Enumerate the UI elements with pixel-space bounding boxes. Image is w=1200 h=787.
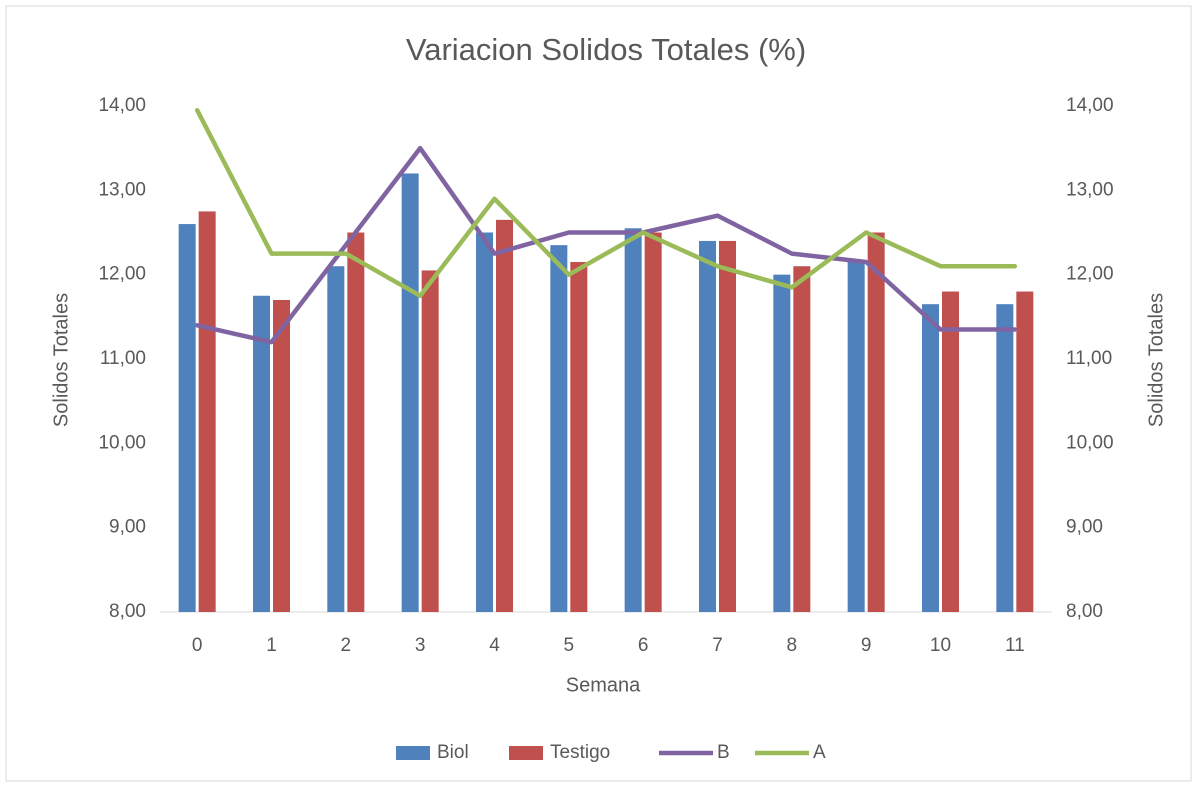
- chart-title: Variacion Solidos Totales (%): [406, 32, 806, 67]
- bar: [476, 232, 493, 612]
- x-tick-label: 6: [638, 635, 649, 656]
- bar: [401, 173, 419, 612]
- bar: [550, 245, 568, 612]
- bar: [942, 291, 959, 612]
- y2-tick-label: 11,00: [1066, 348, 1112, 369]
- bar: [253, 295, 270, 612]
- bar: [773, 274, 791, 612]
- x-tick-label: 4: [489, 635, 500, 656]
- legend-swatch: [509, 746, 543, 760]
- bar: [496, 219, 513, 612]
- y-tick-label: 9,00: [109, 517, 146, 538]
- y-tick-label: 11,00: [100, 348, 146, 369]
- legend-label: Testigo: [550, 742, 610, 763]
- bar: [793, 266, 811, 612]
- y-tick-label: 12,00: [98, 264, 146, 285]
- bar: [327, 266, 345, 612]
- bar: [178, 224, 196, 613]
- y-tick-label: 14,00: [98, 95, 146, 116]
- y2-tick-label: 13,00: [1066, 179, 1114, 200]
- y2-tick-label: 8,00: [1066, 601, 1103, 622]
- bar: [996, 304, 1014, 612]
- y2-axis-title: Solidos Totales: [1145, 293, 1167, 427]
- x-tick-label: 1: [266, 635, 277, 656]
- bar: [273, 299, 290, 612]
- x-tick-label: 0: [192, 635, 203, 656]
- bar: [1016, 291, 1034, 612]
- y2-tick-label: 14,00: [1066, 95, 1114, 116]
- line-series: [194, 145, 1018, 345]
- x-tick-label: 2: [341, 635, 352, 656]
- bar: [847, 262, 865, 612]
- x-axis-title: Semana: [566, 674, 641, 696]
- legend-label: Biol: [437, 742, 469, 763]
- legend-label: A: [813, 742, 826, 763]
- bar: [421, 270, 439, 612]
- x-tick-label: 7: [712, 635, 723, 656]
- y-tick-label: 8,00: [109, 601, 146, 622]
- y-tick-label: 13,00: [98, 179, 146, 200]
- legend-swatch: [396, 746, 430, 760]
- y-axis-title: Solidos Totales: [50, 293, 72, 427]
- x-tick-label: 10: [930, 635, 951, 656]
- x-tick-label: 3: [415, 635, 426, 656]
- bar: [624, 228, 642, 613]
- bar: [719, 240, 736, 612]
- bar: [867, 232, 885, 612]
- bar: [699, 240, 716, 612]
- bar: [922, 304, 939, 612]
- x-tick-label: 9: [861, 635, 872, 656]
- bar: [644, 232, 662, 612]
- y2-tick-label: 12,00: [1066, 264, 1114, 285]
- x-tick-label: 8: [787, 635, 798, 656]
- bar: [198, 211, 216, 612]
- line-series: [194, 107, 1018, 298]
- x-tick-label: 11: [1005, 635, 1025, 656]
- bar: [347, 232, 365, 612]
- y-tick-label: 10,00: [98, 432, 146, 453]
- y2-tick-label: 9,00: [1066, 517, 1103, 538]
- y2-tick-label: 10,00: [1066, 432, 1114, 453]
- legend-label: B: [717, 742, 730, 763]
- x-tick-label: 5: [564, 635, 575, 656]
- bar: [570, 262, 588, 612]
